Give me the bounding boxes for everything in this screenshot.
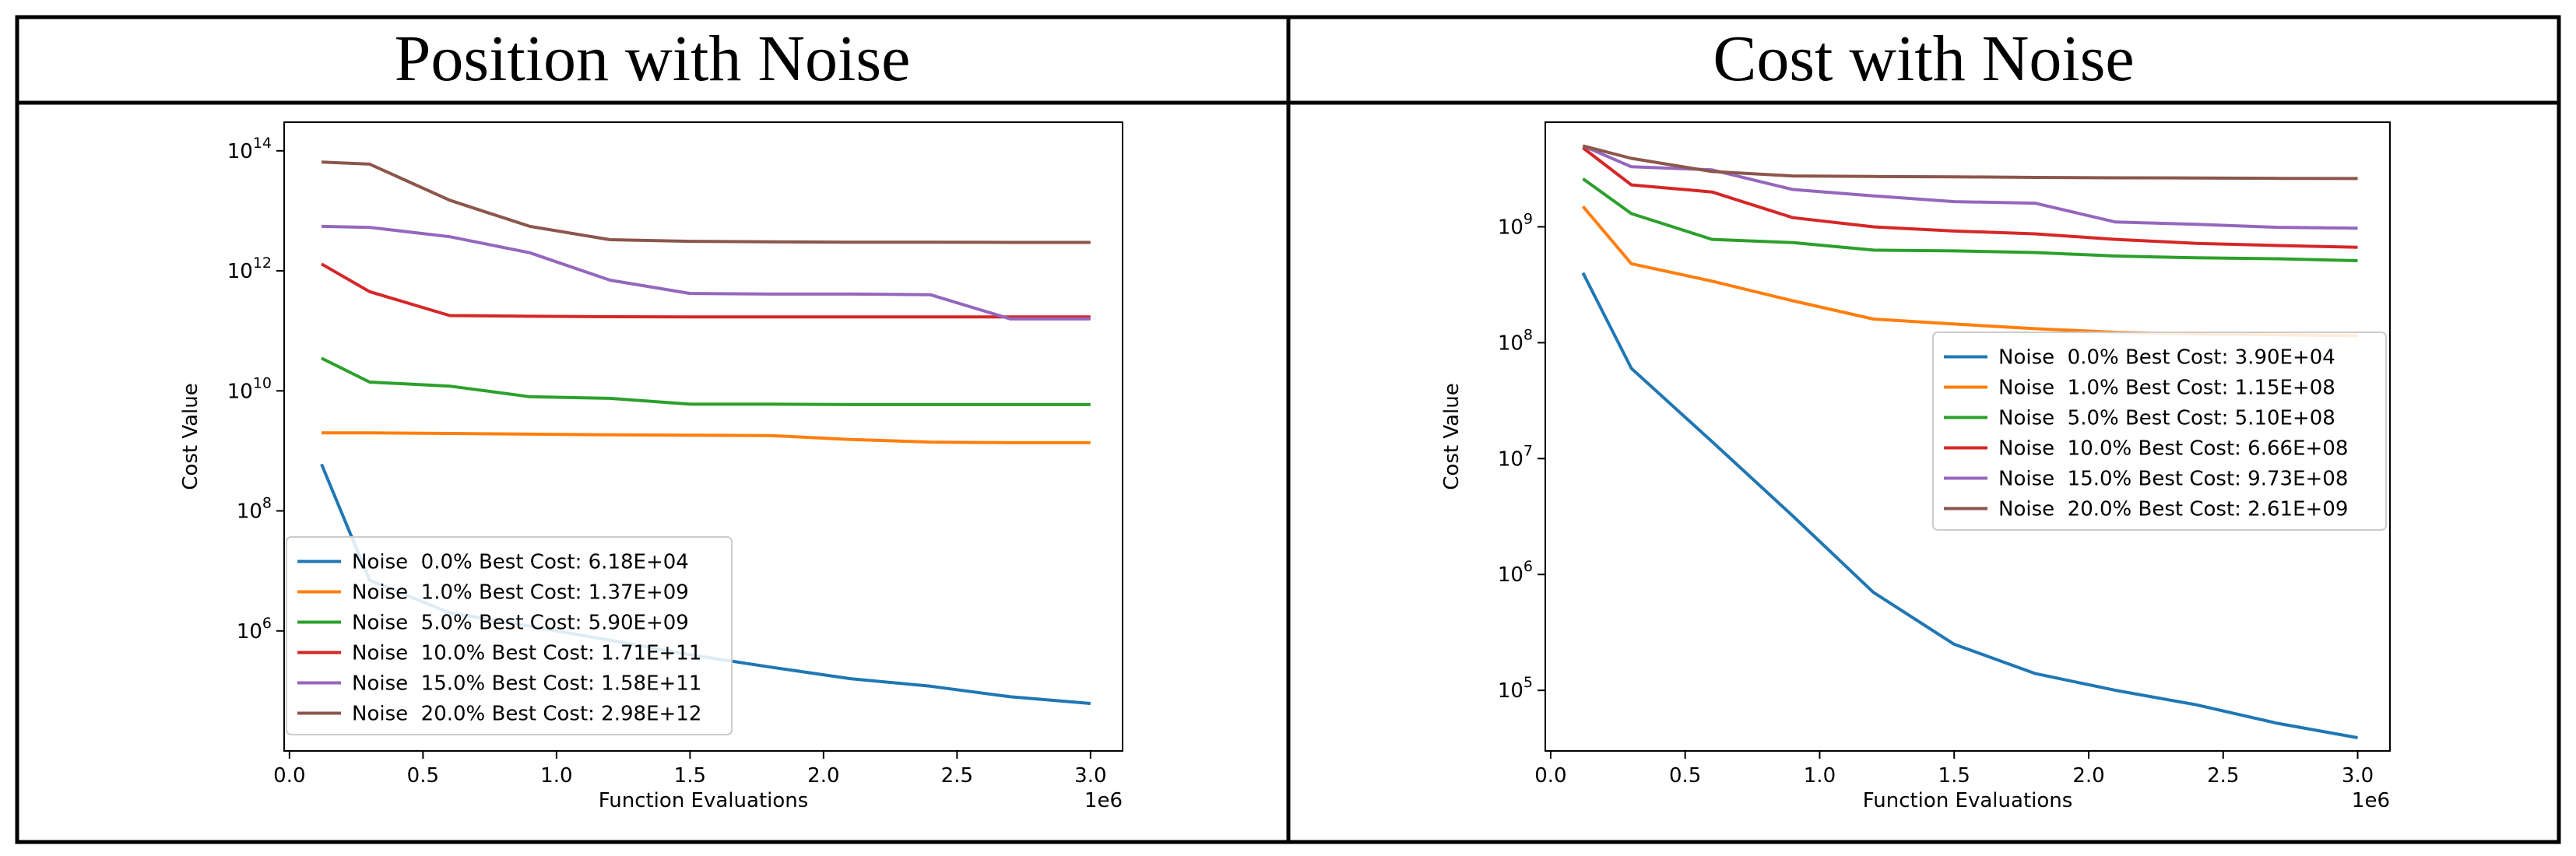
- y-tick-label: 1014: [227, 135, 272, 163]
- x-tick-label: 2.0: [2072, 764, 2104, 788]
- legend-entry: Noise 5.0% Best Cost: 5.10E+08: [1998, 407, 2335, 430]
- x-axis-label: Function Evaluations: [599, 789, 809, 812]
- series-line-2: [321, 356, 1091, 406]
- cost-noise-chart: 0.0 0.5 1.0 1.5 2.0 2.5 3.0 105 106 107 108 109 Fu…: [1440, 121, 2391, 812]
- legend-entry: Noise 10.0% Best Cost: 1.71E+11: [352, 642, 701, 665]
- x-tick-label: 0.5: [1669, 764, 1701, 788]
- y-tick-label: 1010: [227, 374, 272, 403]
- y-tick-label: 105: [1498, 674, 1533, 703]
- x-tick-label: 3.0: [2342, 764, 2374, 788]
- legend-box: [1932, 332, 2387, 531]
- legend-box: [286, 536, 733, 735]
- legend: Noise 0.0% Best Cost: 3.90E+04 Noise 1.0%…: [1932, 332, 2387, 531]
- y-axis-label: Cost Value: [179, 383, 202, 489]
- x-tick-label: 3.0: [1074, 764, 1106, 788]
- x-tick-label: 0.0: [273, 764, 305, 788]
- series-line-2: [1582, 177, 2358, 262]
- y-axis-label: Cost Value: [1440, 383, 1464, 489]
- legend-entry: Noise 20.0% Best Cost: 2.98E+12: [352, 703, 701, 726]
- series-line-0: [1581, 272, 2358, 739]
- position-noise-chart: 0.0 0.5 1.0 1.5 2.0 2.5 3.0 106 108 1010 1012 1014…: [179, 121, 1123, 812]
- series-line-3: [1582, 146, 2358, 249]
- x-axis-label: Function Evaluations: [1863, 789, 2073, 812]
- x-tick-label: 2.5: [941, 764, 973, 788]
- series-line-1: [322, 431, 1091, 444]
- y-tick-label: 107: [1498, 442, 1533, 471]
- x-tick-label: 1.5: [674, 764, 706, 788]
- panel-title-cost: Cost with Noise: [1713, 23, 2134, 95]
- y-tick-label: 1012: [227, 254, 272, 283]
- legend-entry: Noise 5.0% Best Cost: 5.90E+09: [352, 612, 689, 635]
- legend-entry: Noise 20.0% Best Cost: 2.61E+09: [1998, 498, 2348, 521]
- legend-entry: Noise 15.0% Best Cost: 9.73E+08: [1998, 468, 2348, 491]
- x-tick-label: 0.0: [1534, 764, 1566, 788]
- series-line-4: [1582, 144, 2358, 230]
- x-offset-label: 1e6: [1084, 789, 1123, 812]
- legend-entry: Noise 1.0% Best Cost: 1.37E+09: [352, 581, 689, 605]
- x-tick-label: 0.5: [407, 764, 439, 788]
- x-tick-label: 2.0: [807, 764, 839, 788]
- x-tick-label: 1.0: [540, 764, 572, 788]
- legend: Noise 0.0% Best Cost: 6.18E+04 Noise 1.0%…: [286, 536, 733, 735]
- x-tick-label: 1.5: [1938, 764, 1970, 788]
- panel-title-position: Position with Noise: [395, 23, 911, 95]
- series-line-5: [321, 160, 1091, 244]
- x-tick-label: 1.0: [1804, 764, 1836, 788]
- axes-frame: [1545, 121, 2391, 752]
- axes-frame: [283, 121, 1123, 752]
- y-tick-label: 108: [1498, 326, 1533, 355]
- y-tick-label: 106: [1498, 558, 1533, 587]
- legend-entry: Noise 0.0% Best Cost: 3.90E+04: [1998, 346, 2335, 370]
- legend-entry: Noise 0.0% Best Cost: 6.18E+04: [352, 551, 689, 574]
- y-tick-label: 109: [1498, 210, 1533, 239]
- legend-entry: Noise 15.0% Best Cost: 1.58E+11: [352, 672, 701, 696]
- x-tick-label: 2.5: [2207, 764, 2239, 788]
- y-tick-label: 108: [237, 495, 272, 524]
- y-tick-label: 106: [237, 615, 272, 644]
- legend-entry: Noise 10.0% Best Cost: 6.66E+08: [1998, 437, 2348, 461]
- series-line-4: [321, 224, 1091, 321]
- series-line-5: [1582, 144, 2358, 181]
- legend-entry: Noise 1.0% Best Cost: 1.15E+08: [1998, 377, 2335, 400]
- x-offset-label: 1e6: [2352, 789, 2390, 812]
- series-line-3: [321, 262, 1091, 319]
